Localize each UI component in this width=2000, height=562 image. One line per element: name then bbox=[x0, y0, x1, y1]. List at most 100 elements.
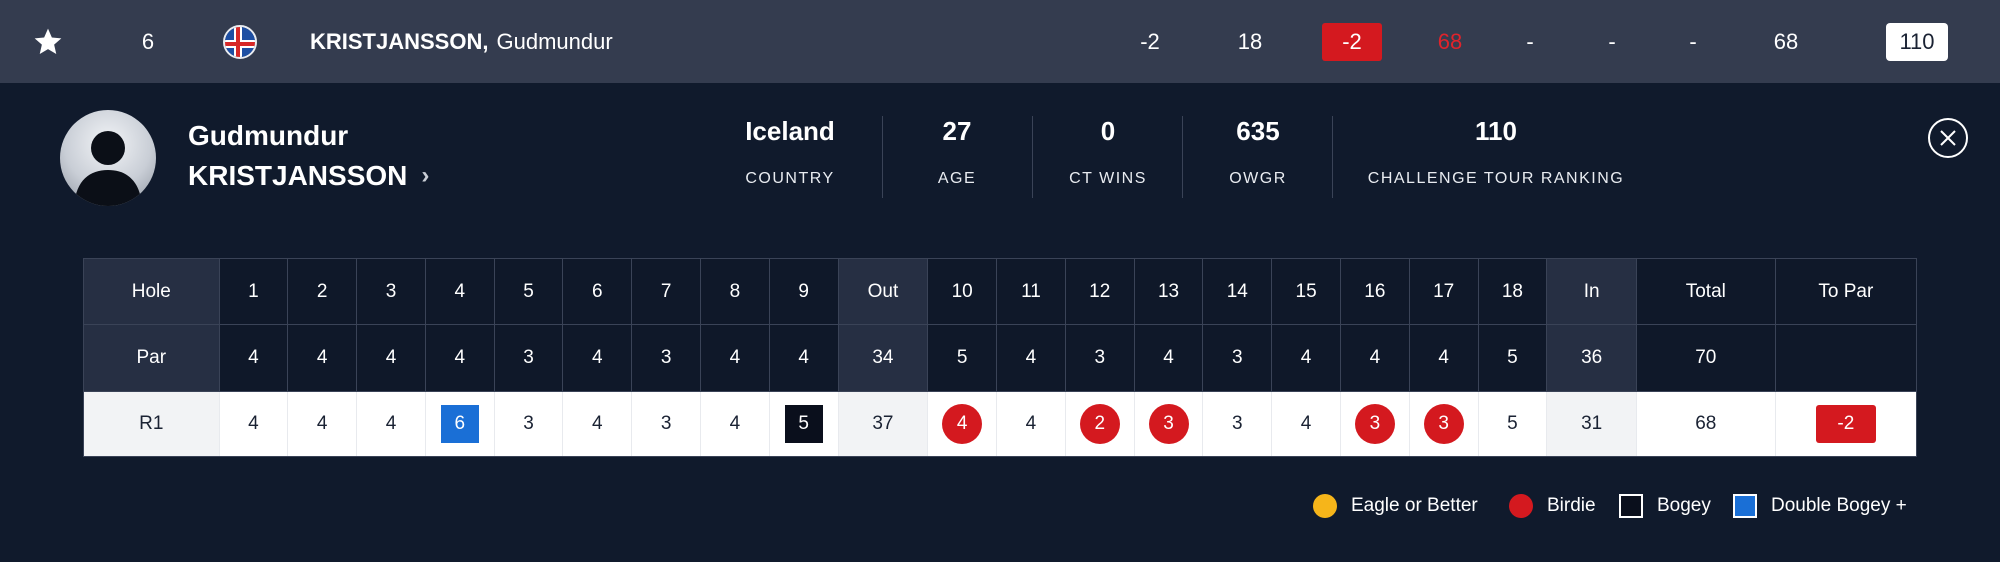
dbogey-marker: 6 bbox=[440, 405, 479, 443]
legend-double-bogey: Double Bogey + bbox=[1733, 490, 1907, 522]
round-score-cell: 5 bbox=[1479, 392, 1548, 456]
player-first-name: Gudmundur bbox=[188, 120, 349, 151]
divider bbox=[1032, 116, 1033, 198]
today-value: -2 bbox=[1322, 0, 1382, 83]
par-cell: 3 bbox=[1203, 325, 1273, 391]
birdie-marker: 2 bbox=[1079, 404, 1120, 444]
par-cell: 70 bbox=[1637, 325, 1776, 391]
legend-bogey: Bogey bbox=[1619, 490, 1711, 522]
round-score-cell: 3 bbox=[495, 392, 564, 456]
hole-header-cell: 8 bbox=[701, 259, 770, 324]
birdie-swatch-icon bbox=[1509, 494, 1533, 518]
player-first-name: Gudmundur bbox=[496, 28, 613, 54]
hole-header-cell: 4 bbox=[426, 259, 495, 324]
par-cell: 5 bbox=[928, 325, 998, 391]
legend-birdie: Birdie bbox=[1509, 490, 1596, 522]
stat-ct-wins: 0 CT WINS bbox=[1069, 116, 1147, 187]
hole-header-cell: 10 bbox=[928, 259, 998, 324]
player-name[interactable]: KRISTJANSSON, Gudmundur bbox=[310, 0, 613, 83]
round-score-cell: 4 bbox=[701, 392, 770, 456]
round-score-cell: 68 bbox=[1637, 392, 1776, 456]
divider bbox=[1332, 116, 1333, 198]
player-profile-link[interactable]: KRISTJANSSON › bbox=[188, 160, 429, 192]
par-cell: 4 bbox=[288, 325, 358, 391]
legend-eagle: Eagle or Better bbox=[1313, 490, 1478, 522]
round-score-cell: 3 bbox=[1341, 392, 1410, 456]
par-cell: 4 bbox=[770, 325, 839, 391]
round-score-cell: 4 bbox=[928, 392, 998, 456]
par-cell: 4 bbox=[1410, 325, 1479, 391]
hole-header-cell: 1 bbox=[220, 259, 289, 324]
hole-header-cell: 6 bbox=[563, 259, 633, 324]
par-cell: 4 bbox=[1341, 325, 1410, 391]
hole-header-cell: 12 bbox=[1066, 259, 1135, 324]
ranking-badge: 110 bbox=[1886, 0, 1948, 83]
hole-header-cell: To Par bbox=[1818, 280, 1874, 302]
par-cell: 4 bbox=[701, 325, 770, 391]
divider bbox=[882, 116, 883, 198]
par-cell bbox=[1776, 325, 1917, 391]
double-bogey-swatch-icon bbox=[1733, 494, 1757, 518]
avatar bbox=[60, 110, 156, 206]
leaderboard-row[interactable]: 6 KRISTJANSSON, Gudmundur -2 18 -2 68 - … bbox=[0, 0, 2000, 83]
par-cell: Par bbox=[84, 325, 220, 391]
hole-header-cell: 5 bbox=[495, 259, 564, 324]
round-score-cell: 4 bbox=[220, 392, 289, 456]
hole-header-cell: Hole bbox=[84, 259, 220, 324]
stat-country: Iceland COUNTRY bbox=[745, 116, 835, 187]
round-score-cell: 2 bbox=[1066, 392, 1135, 456]
round-3-score: - bbox=[1608, 28, 1616, 54]
scorecard-table: Hole 1 2 3 4 5 6 7 8 9 Out 10 11 12 13 14 15 16 17 18 In Tota… bbox=[83, 258, 1917, 457]
par-cell: 5 bbox=[1479, 325, 1548, 391]
hole-header-cell: 16 bbox=[1341, 259, 1410, 324]
par-cell: 4 bbox=[997, 325, 1066, 391]
hole-header-cell: 13 bbox=[1135, 259, 1204, 324]
round-score-cell: 4 bbox=[357, 392, 426, 456]
par-cell: 36 bbox=[1547, 325, 1638, 391]
stat-age: 27 AGE bbox=[937, 116, 977, 187]
scorecard-par-row: Par 4 4 4 4 3 4 3 4 4 34 5 4 3 4 3 4 4 4 5 36 70 bbox=[84, 325, 1916, 392]
stat-challenge-tour-ranking: 110 CHALLENGE TOUR RANKING bbox=[1367, 116, 1625, 187]
bogey-swatch-icon bbox=[1619, 494, 1643, 518]
round-score-cell: 4 bbox=[1272, 392, 1341, 456]
hole-header-cell: In bbox=[1547, 259, 1638, 324]
round-1-score: 68 bbox=[1437, 28, 1463, 54]
par-cell: 4 bbox=[1272, 325, 1341, 391]
round-4-score: - bbox=[1689, 28, 1697, 54]
round-score-cell: 3 bbox=[1203, 392, 1273, 456]
hole-header-cell: 7 bbox=[632, 259, 702, 324]
round-score-cell: 31 bbox=[1547, 392, 1638, 456]
iceland-flag-icon bbox=[220, 0, 260, 83]
par-cell: 4 bbox=[357, 325, 426, 391]
scorecard-header-row: Hole 1 2 3 4 5 6 7 8 9 Out 10 11 12 13 14 15 16 17 18 In Tota… bbox=[84, 259, 1916, 325]
par-cell: 4 bbox=[220, 325, 289, 391]
favourite-star-icon[interactable] bbox=[28, 0, 68, 83]
round-score-cell: 3 bbox=[632, 392, 702, 456]
birdie-marker: 3 bbox=[1423, 404, 1464, 444]
round-score-cell: 4 bbox=[563, 392, 633, 456]
round-score-cell: 5 bbox=[770, 392, 839, 456]
hole-header-cell: 14 bbox=[1203, 259, 1273, 324]
hole-header-cell: 2 bbox=[288, 259, 358, 324]
stat-owgr: 635 OWGR bbox=[1229, 116, 1287, 187]
round-score-cell: 6 bbox=[426, 392, 495, 456]
chevron-right-icon: › bbox=[421, 162, 430, 189]
close-button[interactable] bbox=[1928, 118, 1968, 158]
par-cell: 3 bbox=[1066, 325, 1135, 391]
round-score-cell: -2 bbox=[1776, 392, 1917, 456]
par-cell: 3 bbox=[632, 325, 702, 391]
topar-marker: -2 bbox=[1815, 405, 1876, 443]
hole-header-cell: Total bbox=[1637, 259, 1776, 324]
round-score-cell: 3 bbox=[1410, 392, 1479, 456]
birdie-marker: 3 bbox=[1148, 404, 1189, 444]
thru-value: 18 bbox=[1237, 28, 1263, 54]
hole-header-cell: Out bbox=[838, 259, 929, 324]
round-2-score: - bbox=[1526, 28, 1534, 54]
position: 6 bbox=[141, 28, 155, 54]
hole-header-cell: 11 bbox=[997, 259, 1066, 324]
hole-header-cell: 15 bbox=[1272, 259, 1341, 324]
par-cell: 4 bbox=[563, 325, 633, 391]
round-score-cell: 4 bbox=[288, 392, 358, 456]
round-score-cell: R1 bbox=[84, 392, 220, 456]
hole-header-cell: 9 bbox=[770, 259, 839, 324]
